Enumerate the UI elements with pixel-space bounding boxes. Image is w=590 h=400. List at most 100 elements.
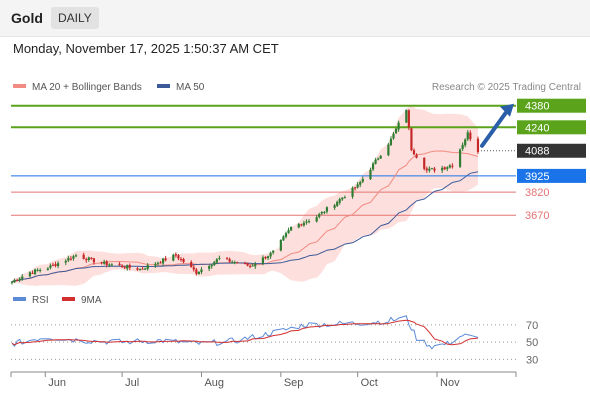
candle-body bbox=[353, 187, 357, 189]
candle-body bbox=[341, 197, 344, 200]
candle-body bbox=[443, 167, 446, 170]
candle-body bbox=[74, 255, 78, 257]
candle-body bbox=[377, 158, 380, 160]
candle-body bbox=[392, 133, 395, 139]
level-tag-last bbox=[517, 143, 586, 158]
candle-body bbox=[338, 199, 341, 203]
bollinger-band bbox=[12, 105, 478, 287]
copyright-text: Research © 2025 Trading Central bbox=[432, 82, 581, 93]
candle-body bbox=[261, 257, 265, 264]
candle-body bbox=[351, 187, 354, 197]
candle-body bbox=[174, 254, 177, 256]
candle-body bbox=[307, 221, 311, 223]
candle-body bbox=[407, 110, 410, 128]
candle-body bbox=[397, 122, 400, 130]
candle-body bbox=[446, 167, 449, 169]
candle-body bbox=[105, 261, 108, 266]
candle-body bbox=[315, 217, 318, 222]
x-tick-label: Sep bbox=[284, 377, 304, 389]
candle-body bbox=[192, 267, 195, 270]
candle-body bbox=[282, 236, 285, 241]
candle-body bbox=[320, 211, 323, 214]
candle-body bbox=[289, 226, 293, 231]
candle-body bbox=[279, 239, 282, 251]
candle-body bbox=[208, 266, 211, 269]
candle-body bbox=[138, 269, 142, 271]
rsi-ma-line bbox=[11, 319, 479, 346]
candle-body bbox=[136, 268, 139, 270]
legend-swatch bbox=[62, 297, 75, 301]
forecast-arrow-head bbox=[500, 103, 514, 117]
candle-body bbox=[269, 252, 272, 257]
candle-body bbox=[215, 259, 218, 263]
legend-swatch bbox=[157, 84, 170, 88]
candle-body bbox=[13, 279, 16, 283]
candle-body bbox=[405, 109, 408, 123]
candle-body bbox=[67, 257, 70, 261]
candle-body bbox=[476, 138, 480, 153]
candle-body bbox=[451, 165, 454, 167]
candle-body bbox=[415, 154, 418, 158]
candle-body bbox=[318, 214, 321, 218]
candle-body bbox=[359, 182, 362, 185]
candle-body bbox=[387, 144, 390, 156]
candle-body bbox=[231, 261, 234, 263]
candle-body bbox=[254, 264, 257, 267]
candle-body bbox=[243, 263, 247, 265]
candle-body bbox=[225, 257, 229, 259]
candle-body bbox=[159, 262, 162, 264]
candle-body bbox=[31, 272, 34, 274]
level-label: 4380 bbox=[525, 101, 549, 113]
candle-body bbox=[36, 269, 39, 271]
candle-body bbox=[16, 280, 19, 282]
candle-body bbox=[69, 258, 72, 260]
candle-body bbox=[333, 205, 336, 208]
level-tag-pivot bbox=[517, 168, 586, 183]
candle-body bbox=[464, 139, 467, 146]
candle-body bbox=[374, 159, 377, 164]
candle-body bbox=[54, 264, 57, 266]
candle-body bbox=[423, 157, 426, 169]
candle-body bbox=[123, 267, 126, 269]
period-selector[interactable]: DAILY bbox=[51, 7, 99, 29]
candle-body bbox=[394, 128, 398, 134]
candles bbox=[10, 109, 480, 285]
level-label: 3925 bbox=[525, 171, 549, 183]
candle-body bbox=[21, 276, 24, 279]
candle-body bbox=[108, 264, 111, 266]
top-bar: Gold DAILY bbox=[0, 0, 590, 37]
forecast-arrow bbox=[480, 107, 510, 148]
legend-label: MA 50 bbox=[176, 82, 205, 93]
candle-body bbox=[200, 269, 203, 273]
candle-body bbox=[325, 207, 329, 212]
candle-body bbox=[51, 264, 55, 266]
candle-body bbox=[85, 259, 88, 261]
x-tick-label: Nov bbox=[440, 377, 460, 389]
candle-body bbox=[297, 224, 300, 228]
candle-body bbox=[251, 265, 254, 267]
candle-body bbox=[156, 262, 160, 264]
candle-body bbox=[126, 265, 129, 269]
candle-body bbox=[461, 144, 464, 149]
candle-body bbox=[458, 149, 462, 167]
level-label: 3820 bbox=[525, 187, 549, 199]
candle-body bbox=[141, 268, 144, 270]
candle-body bbox=[118, 263, 121, 266]
level-tag-resistance bbox=[517, 98, 586, 113]
candle-body bbox=[82, 254, 85, 259]
x-tick-label: Aug bbox=[204, 377, 224, 389]
candle-body bbox=[272, 250, 275, 253]
candle-body bbox=[218, 257, 221, 259]
candle-body bbox=[190, 261, 193, 268]
candle-body bbox=[302, 222, 305, 226]
rsi-tick-label: 50 bbox=[526, 337, 538, 349]
x-tick-label: Jul bbox=[125, 377, 139, 389]
candle-body bbox=[389, 138, 393, 146]
candle-body bbox=[161, 258, 165, 264]
candle-body bbox=[10, 281, 14, 283]
candle-body bbox=[120, 265, 124, 267]
legend-label: MA 20 + Bollinger Bands bbox=[32, 82, 142, 93]
candle-body bbox=[72, 256, 75, 259]
candle-body bbox=[103, 261, 106, 264]
candle-body bbox=[430, 168, 434, 170]
